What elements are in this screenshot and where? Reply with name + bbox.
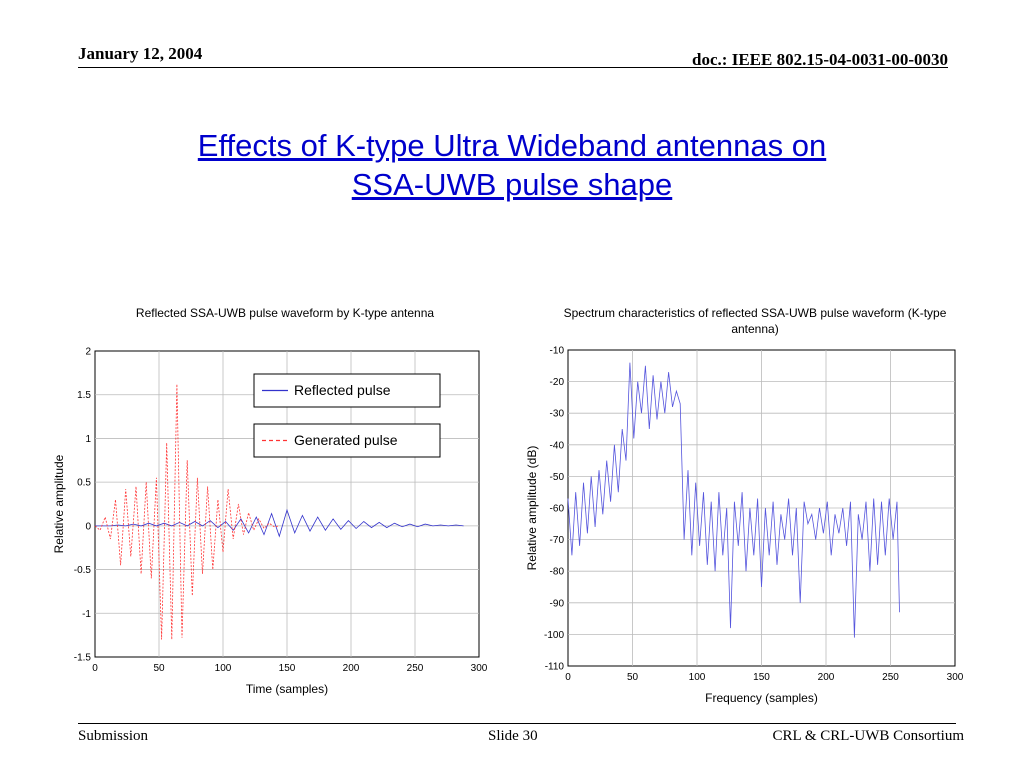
chart2-y-tick-label: -60 [550,504,565,515]
chart2-x-axis-label: Frequency (samples) [705,691,818,705]
chart2-x-tick-label: 150 [753,672,770,683]
footer-slide-number: Slide 30 [488,728,538,744]
chart1-x-tick-label: 0 [92,663,98,674]
chart1-x-tick-label: 100 [215,663,232,674]
chart1-y-axis-label: Relative amplitude [52,454,66,553]
chart1-waveform: 0 50 100 150 200 250 300 -1.5 -1 -0.5 0 0.5 1 1.5 2 Tim… [52,347,488,697]
chart1-x-tick-label: 250 [407,663,424,674]
chart1-x-tick-label: 300 [471,663,488,674]
chart2-y-axis-label: Relative amplitude (dB) [525,446,539,571]
chart2-spectrum: 0 50 100 150 200 250 300 -110 -100 -90 -80 -70 -60 -5… [525,346,964,706]
chart1-series-generated-pulse [94,384,280,640]
chart2-y-tick-label: -80 [550,567,565,578]
chart1-x-tick-label: 200 [343,663,360,674]
chart2-y-tick-label: -100 [544,630,564,641]
slide-title: Effects of K-type Ultra Wideband antenna… [0,126,1024,204]
chart1-y-tick-label: -1.5 [74,653,92,664]
chart2-y-tick-label: -10 [550,346,565,357]
chart1-y-tick-label: 2 [85,347,91,358]
chart2-x-tick-label: 100 [689,672,706,683]
header-rule [78,67,948,68]
chart1-series-reflected-pulse [95,508,464,538]
footer-organization: CRL & CRL-UWB Consortium [772,728,964,744]
chart1-x-axis-label: Time (samples) [246,682,328,696]
chart2-y-tick-label: -90 [550,598,565,609]
chart1-y-tick-label: -0.5 [74,565,92,576]
header-date: January 12, 2004 [78,44,203,63]
footer-rule [78,723,956,724]
chart1-x-tick-label: 150 [279,663,296,674]
footer-submission: Submission [78,728,149,744]
chart2-x-tick-label: 0 [565,672,571,683]
chart2-x-tick-label: 200 [818,672,835,683]
chart1-y-tick-label: 0.5 [77,478,91,489]
header-doc-id: doc.: IEEE 802.15-04-0031-00-0030 [692,50,948,69]
chart2-y-tick-label: -20 [550,377,565,388]
chart2-y-tick-label: -40 [550,440,565,451]
chart2-y-tick-label: -30 [550,409,565,420]
chart2-y-tick-label: -110 [545,662,565,673]
legend-label-generated-pulse: Generated pulse [294,432,398,448]
chart2-x-tick-label: 250 [882,672,899,683]
slide-title-line1: Effects of K-type Ultra Wideband antenna… [197,128,827,163]
chart2-y-tick-label: -70 [550,535,565,546]
chart1-x-tick-label: 50 [153,663,165,674]
chart1-y-tick-label: 1 [85,434,91,445]
chart2-y-tick-label: -50 [550,472,565,483]
chart2-title: Spectrum characteristics of reflected SS… [563,306,947,336]
chart1-y-tick-label: 0 [85,521,91,532]
chart1-title: Reflected SSA-UWB pulse waveform by K-ty… [135,306,435,320]
chart2-x-tick-label: 50 [627,672,639,683]
slide-title-line2: SSA-UWB pulse shape [351,167,673,202]
chart1-y-tick-label: -1 [82,609,91,620]
chart1-y-tick-label: 1.5 [77,390,91,401]
chart2-series-0 [567,362,900,638]
chart2-x-tick-label: 300 [947,672,964,683]
legend-label-reflected-pulse: Reflected pulse [294,382,391,398]
